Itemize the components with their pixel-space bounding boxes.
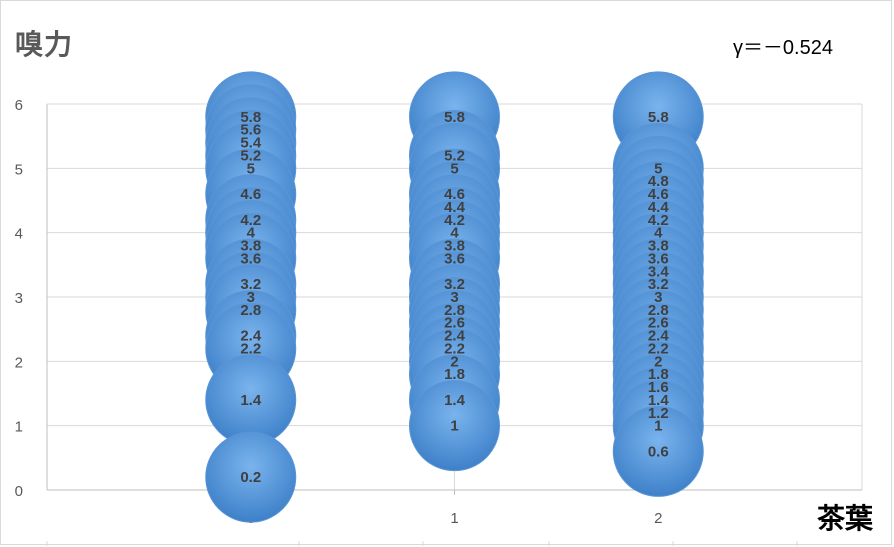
bubble-data-label: 4 bbox=[247, 225, 256, 242]
bubble-data-label: 4.2 bbox=[444, 212, 465, 229]
bubble-data-label: 5 bbox=[654, 160, 662, 177]
bubble-data-label: 2.4 bbox=[240, 328, 262, 345]
bubble-data-label: 3.4 bbox=[648, 263, 670, 280]
bubble-data-label: 3.8 bbox=[444, 238, 465, 255]
bubble-data-label: 0.6 bbox=[648, 443, 669, 460]
bubble-data-label: 4.6 bbox=[240, 186, 261, 203]
x-tick-label: 1 bbox=[450, 510, 458, 527]
bubble-data-label: 1.8 bbox=[648, 366, 669, 383]
bubble-data-label: 4.2 bbox=[648, 212, 669, 229]
bubble-data-label: 1.8 bbox=[444, 366, 465, 383]
bubble-data-label: 4.6 bbox=[648, 186, 669, 203]
bubble-data-label: 5.4 bbox=[240, 135, 262, 152]
y-tick-label: 0 bbox=[15, 483, 23, 500]
bubble-series-1: 5.8 5.25 4.64.44.243.83.6 3.232.82.62.42.22… bbox=[409, 71, 500, 472]
bubble-data-label: 2.6 bbox=[444, 315, 465, 332]
bubble-data-label: 2.2 bbox=[444, 340, 465, 357]
y-tick-label: 2 bbox=[15, 354, 23, 371]
y-tick-label: 3 bbox=[15, 290, 23, 307]
bubble bbox=[409, 380, 500, 472]
bubble-data-label: 5.2 bbox=[444, 147, 465, 164]
bubble-data-label: 2.6 bbox=[648, 315, 669, 332]
bubble-data-label: 2.4 bbox=[648, 328, 670, 345]
bubble-data-label: 1.6 bbox=[648, 379, 669, 396]
bubble-data-label: 2 bbox=[450, 353, 458, 370]
bubble-data-label: 3.2 bbox=[240, 276, 261, 293]
bubble-data-label: 1 bbox=[450, 418, 458, 435]
bubble-data-label: 3.8 bbox=[240, 238, 261, 255]
bubble-data-label: 1.4 bbox=[648, 392, 670, 409]
bubble-data-label: 3.2 bbox=[648, 276, 669, 293]
bubble-data-label: 5.6 bbox=[240, 122, 261, 139]
bubble-data-label: 3 bbox=[450, 289, 458, 306]
correlation-annotation: γ＝－0.524 bbox=[732, 37, 833, 59]
bubble-data-label: 3.6 bbox=[444, 250, 465, 267]
bubble-data-label: 5.2 bbox=[240, 147, 261, 164]
bubble-data-label: 4 bbox=[450, 225, 459, 242]
bubble-data-label: 0.2 bbox=[240, 469, 261, 486]
y-tick-label: 4 bbox=[15, 226, 23, 243]
y-tick-label: 5 bbox=[15, 161, 23, 178]
bubble bbox=[612, 405, 704, 497]
bubble-data-label: 2.8 bbox=[444, 302, 465, 319]
bubble-data-label: 5 bbox=[450, 160, 458, 177]
bubble-data-label: 2.8 bbox=[240, 302, 261, 319]
bubble-data-label: 1.2 bbox=[648, 405, 669, 422]
bubble-data-label: 3.6 bbox=[240, 250, 261, 267]
bubble-data-label: 2.8 bbox=[648, 302, 669, 319]
bubble-data-label: 3.8 bbox=[648, 238, 669, 255]
x-tick-label: 2 bbox=[654, 510, 662, 527]
bubble-data-label: 4 bbox=[654, 225, 663, 242]
bubble-data-label: 4.4 bbox=[444, 199, 466, 216]
bubble-data-label: 2.2 bbox=[648, 340, 669, 357]
bubble-data-label: 4.6 bbox=[444, 186, 465, 203]
bubble-data-label: 3.2 bbox=[444, 276, 465, 293]
bubble-data-label: 2.2 bbox=[240, 340, 261, 357]
bubble-data-label: 5 bbox=[247, 160, 255, 177]
bubble-data-label: 5.8 bbox=[240, 109, 261, 126]
bubble-series-0: 5.85.65.45.25 4.6 4.243.83.6 3.232.8 2.42.2 1… bbox=[205, 71, 297, 523]
bubble-data-label: 2.4 bbox=[444, 328, 466, 345]
bubble-data-label: 1.4 bbox=[444, 392, 466, 409]
y-tick-label: 1 bbox=[15, 419, 23, 436]
bubble-data-label: 2 bbox=[654, 353, 662, 370]
bubble-data-label: 3 bbox=[654, 289, 662, 306]
bubble-data-label: 3 bbox=[247, 289, 255, 306]
x-axis-title: 茶葉 bbox=[816, 502, 873, 535]
bubble bbox=[205, 431, 297, 523]
bubble-data-label: 4.2 bbox=[240, 212, 261, 229]
bubble-data-label: 4.4 bbox=[648, 199, 670, 216]
bubble-data-label: 1.4 bbox=[240, 392, 262, 409]
bubble-data-label: 4.8 bbox=[648, 173, 669, 190]
bubble-series-2: 5.854.84.64.44.243.83.63.43.232.82.62.42… bbox=[612, 71, 704, 497]
bubble-data-label: 3.6 bbox=[648, 250, 669, 267]
bubble-data-label: 5.8 bbox=[444, 109, 465, 126]
bubble-data-label: 5.8 bbox=[648, 109, 669, 126]
bubble-data-label: 1 bbox=[654, 418, 662, 435]
y-tick-label: 6 bbox=[15, 97, 23, 114]
y-axis-title: 嗅力 bbox=[15, 28, 74, 61]
